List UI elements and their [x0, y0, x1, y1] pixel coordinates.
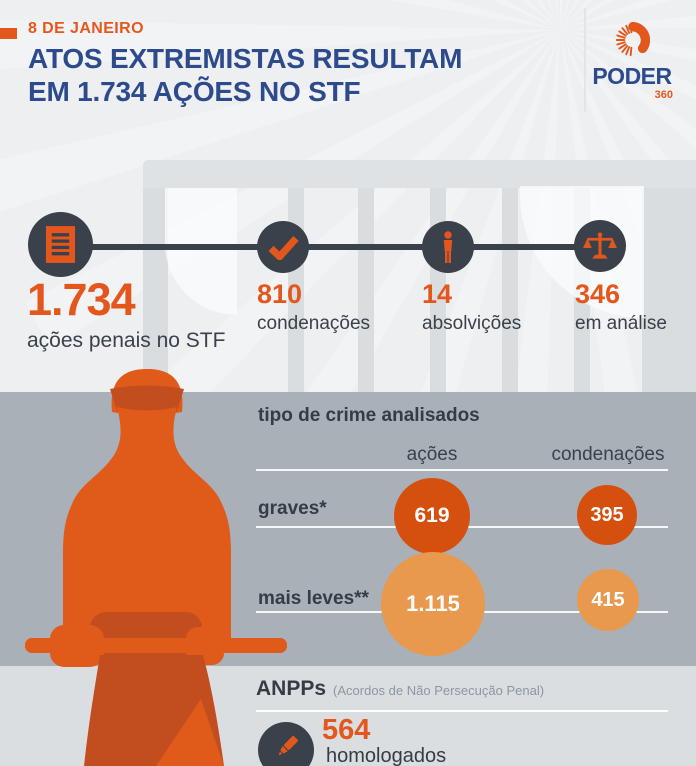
stat-acoes-penais: 1.734 ações penais no STF [27, 277, 225, 353]
anpp-block: ANPPs (Acordos de Não Persecução Penal) … [256, 666, 668, 766]
poder360-spiral-icon [615, 21, 651, 57]
bubble-value: 619 [414, 504, 450, 527]
kicker-accent-bar [0, 28, 17, 39]
timeline-node-acoes [28, 212, 93, 277]
check-icon [268, 235, 299, 260]
stat-label: em análise [575, 313, 667, 334]
document-icon [45, 226, 76, 263]
bubble-graves-acoes: 619 [394, 478, 470, 554]
stat-label: condenações [257, 313, 371, 334]
stat-label: ações penais no STF [27, 329, 226, 352]
header-section: 8 DE JANEIRO ATOS EXTREMISTAS RESULTAM E… [0, 0, 696, 392]
column-header-acoes: ações [406, 444, 458, 465]
column-header-condenacoes: condenações [551, 444, 665, 465]
anpp-subtitle: (Acordos de Não Persecução Penal) [333, 683, 545, 698]
timeline-node-em-analise [574, 220, 626, 272]
anpp-value: 564 [322, 714, 371, 746]
marker-icon [278, 736, 298, 756]
stf-building-watermark [143, 160, 696, 188]
timeline-node-condenacoes [257, 221, 309, 273]
stat-label: absolvições [422, 313, 522, 334]
stat-value: 1.734 [27, 274, 136, 325]
bubble-value: 1.115 [406, 591, 460, 616]
anpp-label: homologados [326, 745, 447, 766]
anpp-title: ANPPs [256, 677, 327, 700]
anpp-icon-badge [258, 722, 314, 766]
bubble-graves-condenacoes: 395 [577, 485, 637, 545]
crimes-table-title: tipo de crime analisados [258, 405, 480, 426]
bubble-value: 415 [591, 588, 625, 611]
logo-suffix: 360 [654, 89, 673, 101]
row-label-graves: graves* [258, 498, 327, 519]
person-icon [443, 230, 453, 263]
timeline-node-absolvicoes [422, 221, 474, 273]
kicker: 8 DE JANEIRO [28, 20, 144, 37]
logo-wordmark: PODER [592, 63, 672, 89]
building-column [358, 188, 374, 392]
poder360-logo: PODER 360 [588, 21, 676, 101]
building-pier [642, 188, 696, 392]
stat-value: 14 [422, 279, 453, 309]
anpp-header: ANPPs (Acordos de Não Persecução Penal) [256, 677, 544, 701]
anpp-section: ANPPs (Acordos de Não Persecução Penal) … [0, 666, 696, 766]
bubble-mais-leves-acoes: 1.115 [381, 552, 485, 656]
anpp-divider [256, 710, 668, 712]
building-pier [143, 188, 168, 392]
stat-condenacoes: 810 condenações [257, 281, 370, 335]
stat-value: 810 [257, 279, 303, 309]
crimes-panel: tipo de crime analisados ações condenaçõ… [0, 392, 696, 666]
building-column [502, 188, 518, 392]
stat-absolvicoes: 14 absolvições [422, 281, 521, 335]
stat-value: 346 [575, 279, 621, 309]
stat-em-analise: 346 em análise [575, 281, 667, 335]
crimes-table: tipo de crime analisados ações condenaçõ… [256, 392, 668, 666]
page-title: ATOS EXTREMISTAS RESULTAM EM 1.734 AÇÕES… [28, 42, 462, 108]
logo-divider [584, 8, 586, 112]
table-divider [256, 469, 668, 471]
title-line-2: EM 1.734 AÇÕES NO STF [28, 76, 361, 107]
bubble-mais-leves-condenacoes: 415 [577, 569, 639, 631]
scales-icon [583, 231, 617, 259]
bubble-value: 395 [590, 503, 624, 526]
timeline-connector [58, 244, 603, 250]
row-label-mais-leves: mais leves** [258, 588, 369, 609]
title-line-1: ATOS EXTREMISTAS RESULTAM [28, 43, 463, 74]
